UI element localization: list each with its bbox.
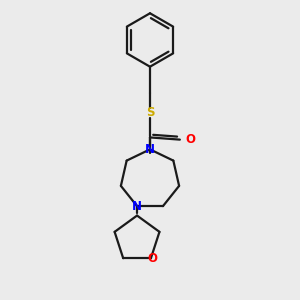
Text: N: N [132,200,142,213]
Text: O: O [148,252,158,265]
Text: O: O [185,133,196,146]
Text: N: N [145,143,155,156]
Text: S: S [146,106,154,119]
